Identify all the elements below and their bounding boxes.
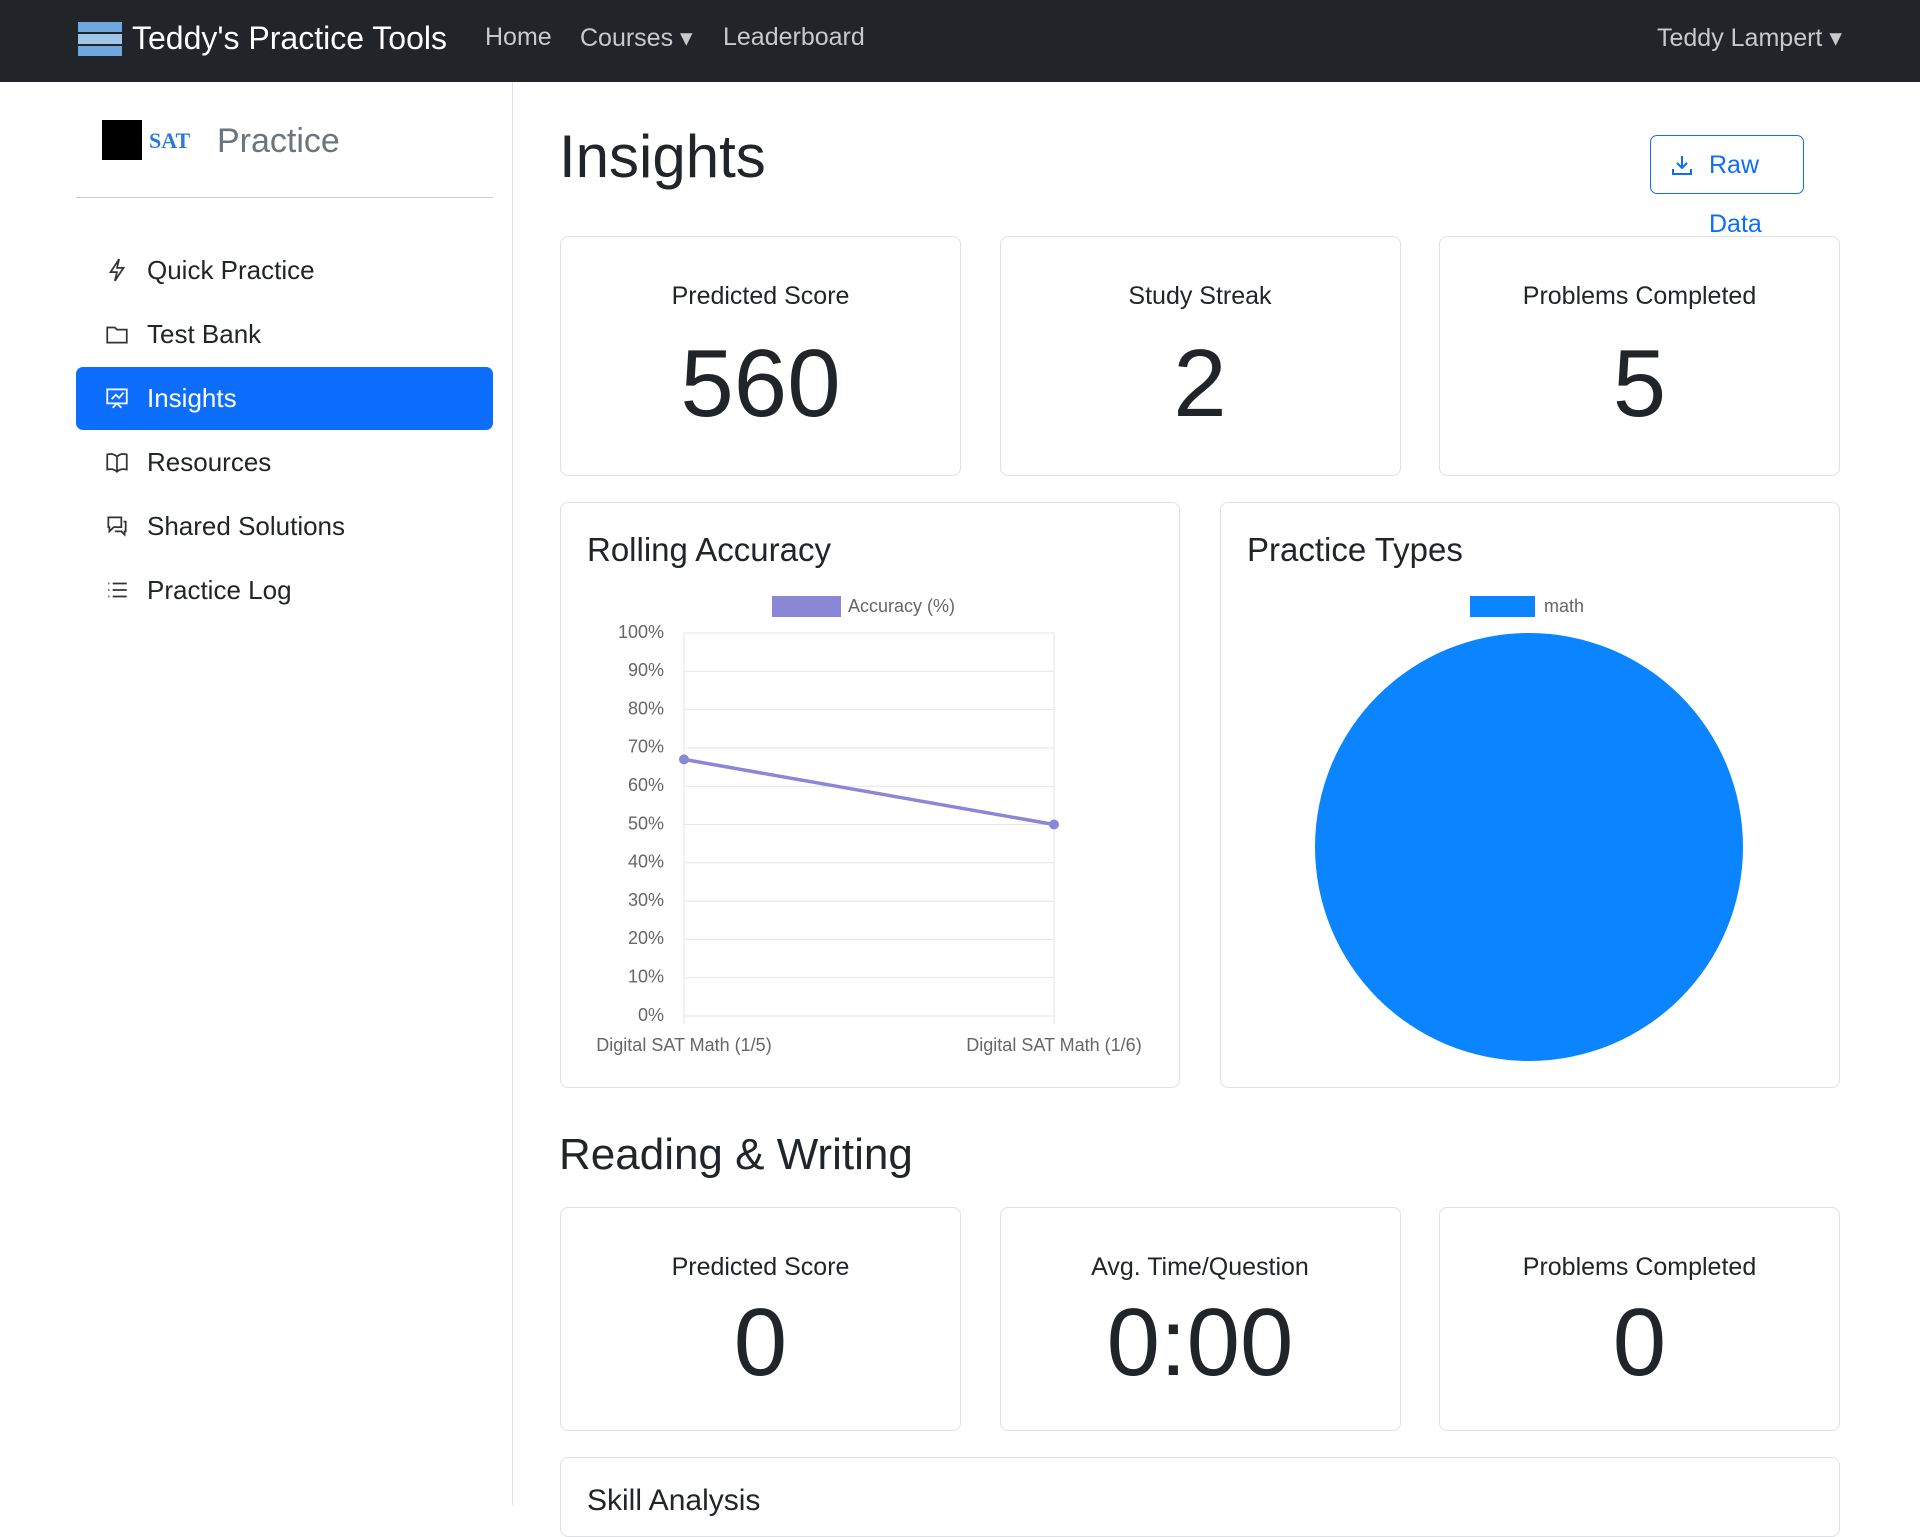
stat-value: 0	[733, 1289, 788, 1396]
chart-title: Practice Types	[1247, 531, 1463, 568]
stat-card: Predicted Score 560	[560, 236, 961, 476]
item-label: Quick Practice	[147, 255, 315, 285]
nav-link-text: Courses	[580, 24, 674, 52]
icon-path	[108, 582, 127, 598]
chart-card: Practice Types math	[1220, 502, 1840, 1088]
stat-card: Avg. Time/Question 0:00	[999, 1207, 1401, 1431]
user-name: Teddy Lampert	[1657, 24, 1823, 52]
icon-path	[107, 516, 127, 537]
item-icon	[107, 516, 127, 537]
stat-label: Study Streak	[1128, 282, 1272, 310]
item-label: Insights	[147, 383, 237, 413]
y-tick-label: 40%	[628, 852, 664, 872]
brand-icon	[78, 22, 122, 56]
skill-card: Skill Analysis	[560, 1457, 1840, 1537]
section-title: Reading & Writing	[559, 1130, 913, 1179]
y-tick-label: 70%	[628, 737, 664, 757]
y-tick-label: 90%	[628, 660, 664, 680]
stat-card: Problems Completed 0	[1439, 1207, 1840, 1431]
sidebar-item[interactable]: Practice Log	[76, 559, 493, 622]
data-point	[679, 754, 689, 765]
sidebar-title: Practice	[217, 122, 340, 160]
legend-label: Accuracy (%)	[848, 596, 955, 616]
item-icon	[108, 582, 127, 598]
logo-icon	[102, 120, 142, 160]
sidebar-item[interactable]: Insights	[76, 367, 493, 430]
stat-value: 560	[680, 330, 841, 437]
pie-slice	[1315, 633, 1743, 1061]
nav-link[interactable]: Home	[485, 23, 552, 51]
y-tick-label: 100%	[618, 622, 664, 642]
sidebar-item[interactable]: Test Bank	[76, 303, 493, 366]
item-label: Practice Log	[147, 575, 292, 605]
stat-value: 0:00	[1106, 1289, 1294, 1396]
legend-label: math	[1544, 596, 1584, 616]
page-title: Insights	[559, 123, 766, 190]
stat-value: 5	[1612, 330, 1667, 437]
sidebar-item[interactable]: Shared Solutions	[76, 495, 493, 558]
stat-card: Problems Completed 5	[1439, 236, 1840, 476]
legend-swatch	[1470, 596, 1535, 617]
y-tick-label: 30%	[628, 890, 664, 910]
item-label: Test Bank	[147, 319, 262, 349]
card-title: Skill Analysis	[587, 1484, 761, 1517]
stat-card: Study Streak 2	[999, 236, 1401, 476]
item-icon	[106, 453, 128, 473]
item-label: Shared Solutions	[147, 511, 346, 541]
item-icon	[106, 326, 128, 344]
line-chart: 0% 10% 20% 30% 40% 50% 60% 70% 80% 90% 100% Digital…	[596, 596, 1141, 1055]
button-label: Raw Data	[1709, 151, 1762, 238]
line-series	[683, 757, 1055, 827]
y-tick-label: 10%	[628, 966, 664, 986]
stat-value: 0	[1612, 1289, 1667, 1396]
nav-link[interactable]: Courses ▾	[580, 24, 693, 52]
y-tick-label: 50%	[628, 813, 664, 833]
logo: SAT	[149, 128, 191, 153]
legend-swatch	[772, 596, 841, 617]
y-tick-label: 60%	[628, 775, 664, 795]
stat-card: Predicted Score 0	[560, 1207, 961, 1431]
raw-data-button[interactable]: Raw Data	[1650, 135, 1804, 238]
icon-path	[106, 326, 128, 344]
sidebar-item[interactable]: Quick Practice	[76, 239, 493, 302]
x-tick-label: Digital SAT Math (1/6)	[966, 1035, 1141, 1055]
item-label: Resources	[147, 447, 272, 477]
user-menu[interactable]: Teddy Lampert ▾	[1657, 24, 1842, 52]
item-icon	[108, 258, 126, 282]
stat-label: Avg. Time/Question	[1091, 1253, 1309, 1281]
y-tick-label: 0%	[638, 1005, 664, 1025]
icon-path	[108, 258, 126, 282]
pie-chart: math	[1315, 596, 1743, 1061]
icon-path	[106, 453, 128, 473]
item-icon	[106, 388, 128, 409]
stat-label: Predicted Score	[671, 282, 850, 310]
sidebar-item[interactable]: Resources	[76, 431, 493, 494]
divider	[76, 197, 493, 198]
chart-card: Rolling Accuracy 0% 10% 20% 30% 40% 50% 60% 70%…	[560, 502, 1180, 1088]
stat-label: Predicted Score	[671, 1253, 850, 1281]
x-tick-label: Digital SAT Math (1/5)	[596, 1035, 771, 1055]
sidebar: SAT Practice Quick Practice Test Bank Insi…	[0, 82, 513, 1505]
data-point	[1049, 819, 1059, 830]
icon-path	[106, 388, 128, 409]
chart-title: Rolling Accuracy	[587, 531, 831, 568]
stat-label: Problems Completed	[1522, 1253, 1757, 1281]
y-tick-label: 80%	[628, 698, 664, 718]
brand[interactable]: Teddy's Practice Tools	[132, 20, 447, 56]
stat-value: 2	[1173, 330, 1227, 437]
navbar: Teddy's Practice Tools Home Courses ▾ Le…	[0, 0, 1920, 82]
download-icon	[1672, 156, 1692, 175]
y-tick-label: 20%	[628, 928, 664, 948]
nav-link[interactable]: Leaderboard	[723, 23, 865, 51]
stat-label: Problems Completed	[1522, 282, 1757, 310]
